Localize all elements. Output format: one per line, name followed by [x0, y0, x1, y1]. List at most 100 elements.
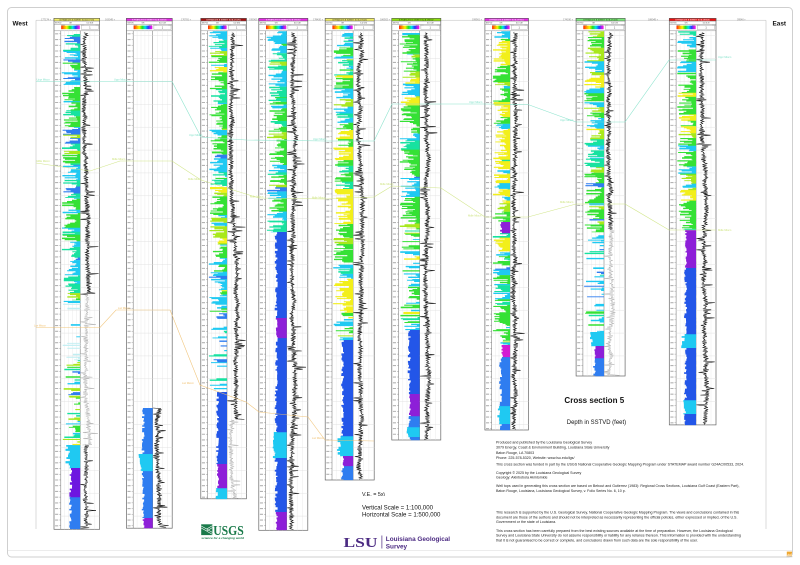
- svg-text:GR: GR: [592, 23, 595, 25]
- svg-text:ILD ILM: ILD ILM: [611, 23, 618, 25]
- svg-text:GR: GR: [685, 23, 688, 25]
- svg-text:B FRANCES B SWEET SU A 170781: B FRANCES B SWEET SU A 170781: [206, 19, 241, 22]
- svg-text:Uppr Miocn: Uppr Miocn: [37, 78, 51, 82]
- svg-text:GR: GR: [69, 23, 72, 25]
- svg-text:science for a changing world: science for a changing world: [201, 536, 244, 540]
- svg-text:Uppr Miocn: Uppr Miocn: [313, 137, 327, 141]
- svg-text:1: 1: [705, 27, 707, 30]
- svg-text:Vertical Scale = 1:100,000: Vertical Scale = 1:100,000: [362, 504, 434, 511]
- svg-text:SSTVD: SSTVD: [393, 23, 400, 25]
- svg-text:SSTVD: SSTVD: [202, 23, 209, 25]
- svg-text:West: West: [13, 21, 29, 28]
- svg-text:B FRANCES B SWEET SU A 186502: B FRANCES B SWEET SU A 186502: [399, 19, 434, 22]
- svg-text:B FRANCES B SWEET SU A 163345: B FRANCES B SWEET SU A 163345: [132, 19, 167, 22]
- svg-text:Lwr Miocn: Lwr Miocn: [312, 436, 324, 440]
- svg-text:1: 1: [519, 27, 521, 30]
- svg-text:Mdle Miocn: Mdle Miocn: [380, 182, 394, 186]
- svg-text:Mdle Miocn: Mdle Miocn: [188, 177, 202, 181]
- svg-text:GR: GR: [216, 23, 219, 25]
- svg-text:1: 1: [363, 27, 365, 30]
- svg-text:ILD ILM: ILD ILM: [427, 23, 434, 25]
- svg-text:186502 +: 186502 +: [380, 18, 391, 21]
- svg-text:Mdle Miocn: Mdle Miocn: [37, 159, 51, 163]
- svg-text:SSTVD: SSTVD: [55, 23, 62, 25]
- svg-text:East: East: [773, 21, 787, 28]
- svg-text:1: 1: [297, 27, 299, 30]
- svg-text:Lwr Miocn: Lwr Miocn: [182, 381, 194, 385]
- svg-text:Depth in SSTVD (feet): Depth in SSTVD (feet): [567, 419, 626, 426]
- svg-text:GR: GR: [408, 23, 411, 25]
- svg-text:B FRANCES B SWEET SU A 199561: B FRANCES B SWEET SU A 199561: [489, 19, 524, 22]
- svg-text:that it is not guaranteed to b: that it is not guaranteed to be correct …: [496, 539, 698, 543]
- svg-text:199561 +: 199561 +: [472, 18, 483, 21]
- svg-text:Horizontal Scale = 1:500,000: Horizontal Scale = 1:500,000: [362, 511, 441, 518]
- svg-text:document are those of the auth: document are those of the authors and sh…: [496, 515, 737, 519]
- svg-text:Produced and published by the: Produced and published by the Louisiana …: [496, 441, 592, 445]
- svg-text:B FRANCES B SWEET SU A 195062: B FRANCES B SWEET SU A 195062: [266, 19, 301, 22]
- svg-text:SSTVD: SSTVD: [127, 23, 134, 25]
- svg-text:1: 1: [430, 27, 432, 30]
- svg-text:Well tops used in generating t: Well tops used in generating this cross …: [496, 484, 739, 488]
- svg-text:SSTVD: SSTVD: [486, 23, 493, 25]
- svg-text:Copyright © 2025 by the Louisi: Copyright © 2025 by the Louisiana Geolog…: [496, 471, 582, 475]
- svg-text:Phone: 225-578-5320, Website:: Phone: 225-578-5320, Website: www.lsu.ed…: [496, 456, 574, 460]
- svg-text:This cross section was funded: This cross section was funded in part by…: [496, 463, 744, 467]
- svg-text:V.E. = 5x\: V.E. = 5x\: [362, 492, 386, 498]
- svg-text:39540 +: 39540 +: [737, 18, 746, 21]
- svg-text:195062 +: 195062 +: [249, 18, 260, 21]
- svg-text:Geology: Akinbobola Akintomide: Geology: Akinbobola Akintomide: [496, 476, 548, 480]
- svg-text:Mdle Miocn: Mdle Miocn: [560, 200, 574, 204]
- svg-text:Uppr Miocn: Uppr Miocn: [114, 78, 128, 82]
- svg-text:177174 +: 177174 +: [41, 18, 52, 21]
- svg-text:GR: GR: [141, 23, 144, 25]
- svg-text:SSTVD: SSTVD: [260, 23, 267, 25]
- svg-text:Baton Rouge, LA 70803: Baton Rouge, LA 70803: [496, 451, 534, 455]
- svg-text:Mdle Miocn: Mdle Miocn: [112, 157, 126, 161]
- svg-text:ILD ILM: ILD ILM: [233, 23, 240, 25]
- svg-text:ILD ILM: ILD ILM: [294, 23, 301, 25]
- svg-text:170781 +: 170781 +: [181, 18, 192, 21]
- svg-text:Lwr Miocn: Lwr Miocn: [34, 324, 46, 328]
- svg-text:ILD ILM: ILD ILM: [516, 23, 523, 25]
- svg-text:GR: GR: [499, 23, 502, 25]
- svg-text:Uppr Miocn: Uppr Miocn: [469, 100, 483, 104]
- svg-text:ILD ILM: ILD ILM: [360, 23, 367, 25]
- svg-text:Mdle Miocn: Mdle Miocn: [312, 195, 326, 199]
- svg-text:Mdle Miocn: Mdle Miocn: [250, 194, 264, 198]
- svg-text:GR: GR: [341, 23, 344, 25]
- svg-text:Lwr Miocn: Lwr Miocn: [118, 306, 130, 310]
- svg-text:Mdle Miocn: Mdle Miocn: [468, 213, 482, 217]
- svg-text:Uppr Miocn: Uppr Miocn: [560, 118, 574, 122]
- svg-text:LSU: LSU: [344, 535, 378, 550]
- svg-text:Survey and Louisiana State Uni: Survey and Louisiana State University do…: [496, 534, 741, 538]
- svg-text:B FRANCES B SWEET SU A 178420: B FRANCES B SWEET SU A 178420: [332, 19, 367, 22]
- svg-text:1: 1: [89, 27, 91, 30]
- svg-text:ILD ILM: ILD ILM: [87, 23, 94, 25]
- svg-text:Uppr Miocn: Uppr Miocn: [189, 133, 203, 137]
- svg-text:Louisiana Geological: Louisiana Geological: [386, 536, 450, 543]
- svg-text:1: 1: [236, 27, 238, 30]
- svg-text:174190 +: 174190 +: [563, 18, 574, 21]
- svg-text:188045 +: 188045 +: [648, 18, 659, 21]
- svg-text:SSTVD: SSTVD: [326, 23, 333, 25]
- svg-text:Survey: Survey: [386, 543, 408, 550]
- svg-text:B FRANCES B SWEET SU A 174190: B FRANCES B SWEET SU A 174190: [583, 19, 618, 22]
- svg-text:3079 Energy, Coast & Environme: 3079 Energy, Coast & Environment Buildin…: [496, 446, 610, 450]
- svg-text:USGS: USGS: [213, 523, 244, 538]
- svg-text:B FRANCES B SWEET SU A 177174: B FRANCES B SWEET SU A 177174: [60, 19, 95, 22]
- svg-text:GR: GR: [275, 23, 278, 25]
- svg-text:Government or the state of Lou: Government or the state of Louisiana.: [496, 520, 556, 524]
- svg-text:178420 +: 178420 +: [313, 18, 324, 21]
- svg-text:1: 1: [162, 27, 164, 30]
- svg-text:This cross section has been ca: This cross section has been carefully pr…: [496, 529, 733, 533]
- svg-text:Cross section 5: Cross section 5: [564, 395, 624, 405]
- svg-text:ILD ILM: ILD ILM: [703, 23, 710, 25]
- svg-text:Baton Rouge, Louisiana, Louisi: Baton Rouge, Louisiana, Louisiana Geolog…: [496, 489, 626, 493]
- svg-text:Mdle Miocn: Mdle Miocn: [718, 228, 732, 232]
- svg-text:ILD ILM: ILD ILM: [159, 23, 166, 25]
- svg-text:Uppr Miocn: Uppr Miocn: [718, 55, 732, 59]
- svg-text:B FRANCES B SWEET SU A 188045: B FRANCES B SWEET SU A 188045: [675, 19, 710, 22]
- svg-text:163345 +: 163345 +: [105, 18, 116, 21]
- svg-text:This research is supported by: This research is supported by the U.S. G…: [496, 511, 739, 515]
- svg-text:SSTVD: SSTVD: [670, 23, 677, 25]
